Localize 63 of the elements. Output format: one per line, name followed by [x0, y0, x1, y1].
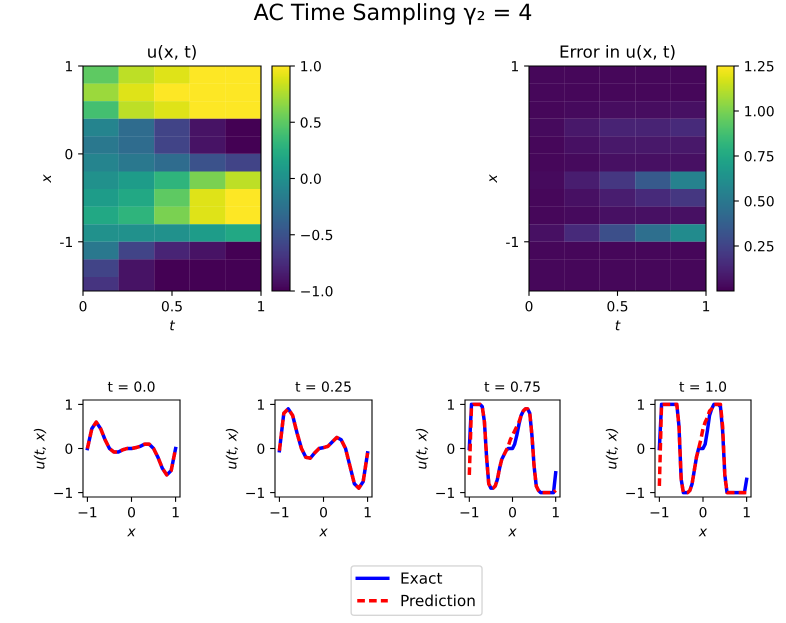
y-tick-label: −1 [54, 488, 72, 498]
color-bar-label: 1.00 [745, 106, 774, 116]
x-axis-title: x [698, 528, 708, 536]
text: AC Time Sampling γ₂ = 4 [254, 3, 532, 25]
y-tick-label: 0 [257, 443, 264, 454]
y-tick-label: 1 [448, 400, 454, 410]
x-tick-label: −1 [78, 507, 96, 518]
color-bar-label: 1.25 [745, 60, 774, 72]
color-bar-label: 0.5 [300, 117, 321, 128]
legend-label: Prediction [402, 594, 475, 606]
color-bar-label: 0.75 [744, 150, 774, 162]
x-tick-label: 1 [364, 507, 371, 518]
chart-title: t = 0.0 [108, 381, 155, 392]
y-axis-title: u(t, x) [606, 428, 618, 469]
y-tick-label: 0 [447, 443, 454, 454]
color-bar-label: 0.50 [744, 196, 774, 206]
x-tick-label: 1 [552, 507, 559, 518]
y-axis-title: x [489, 174, 497, 183]
color-bar-label: 0.25 [744, 240, 774, 252]
color-bar-label: 1.0 [301, 60, 321, 72]
x-tick-label: 0.5 [607, 300, 628, 312]
x-axis-title: x [508, 528, 517, 536]
x-tick-label: −1 [650, 507, 668, 518]
x-tick-label: 1 [172, 507, 179, 518]
chart-title: t = 1.0 [679, 381, 726, 392]
color-bar-label: −0.5 [301, 230, 332, 240]
y-tick-label: -1 [60, 236, 72, 248]
y-tick-label: −1 [626, 488, 644, 498]
x-tick-label: 0 [128, 506, 135, 518]
y-axis-title: x [43, 174, 51, 183]
x-tick-label: 0 [320, 506, 327, 518]
x-axis-title: t [616, 320, 621, 330]
y-tick-label: -1 [506, 236, 518, 248]
color-bar-label: −1.0 [301, 286, 333, 296]
y-axis-title: u(t, x) [416, 428, 428, 469]
chart-title: t = 0.75 [484, 381, 540, 392]
legend-label: Exact [402, 572, 442, 584]
y-tick-label: −1 [246, 488, 264, 498]
x-axis-title: x [319, 528, 328, 536]
color-bar-label: 0.0 [300, 173, 321, 184]
x-tick-label: 1 [703, 301, 710, 312]
chart-title: u(x, t) [148, 45, 196, 60]
x-axis-title: t [170, 320, 176, 330]
y-tick-label: 0 [65, 443, 72, 454]
x-tick-label: −1 [460, 507, 478, 518]
x-tick-label: −1 [270, 507, 288, 518]
x-tick-label: 1 [744, 507, 750, 518]
y-tick-label: 1 [66, 61, 72, 72]
x-axis-title: x [127, 528, 136, 536]
chart-title: Error in u(x, t) [560, 45, 675, 60]
x-tick-label: 0 [699, 506, 706, 518]
y-tick-label: 0 [65, 148, 72, 160]
x-tick-label: 0.5 [162, 300, 182, 312]
y-tick-label: 1 [638, 400, 644, 410]
x-tick-label: 0 [525, 300, 532, 312]
y-axis-title: u(t, x) [34, 428, 46, 469]
x-tick-label: 0 [79, 300, 86, 312]
y-tick-label: 1 [258, 400, 264, 410]
chart-title: t = 0.25 [295, 381, 351, 392]
y-axis-title: u(t, x) [226, 428, 238, 469]
y-tick-label: −1 [436, 488, 454, 498]
y-tick-label: 1 [66, 400, 72, 410]
y-tick-label: 0 [637, 443, 644, 454]
